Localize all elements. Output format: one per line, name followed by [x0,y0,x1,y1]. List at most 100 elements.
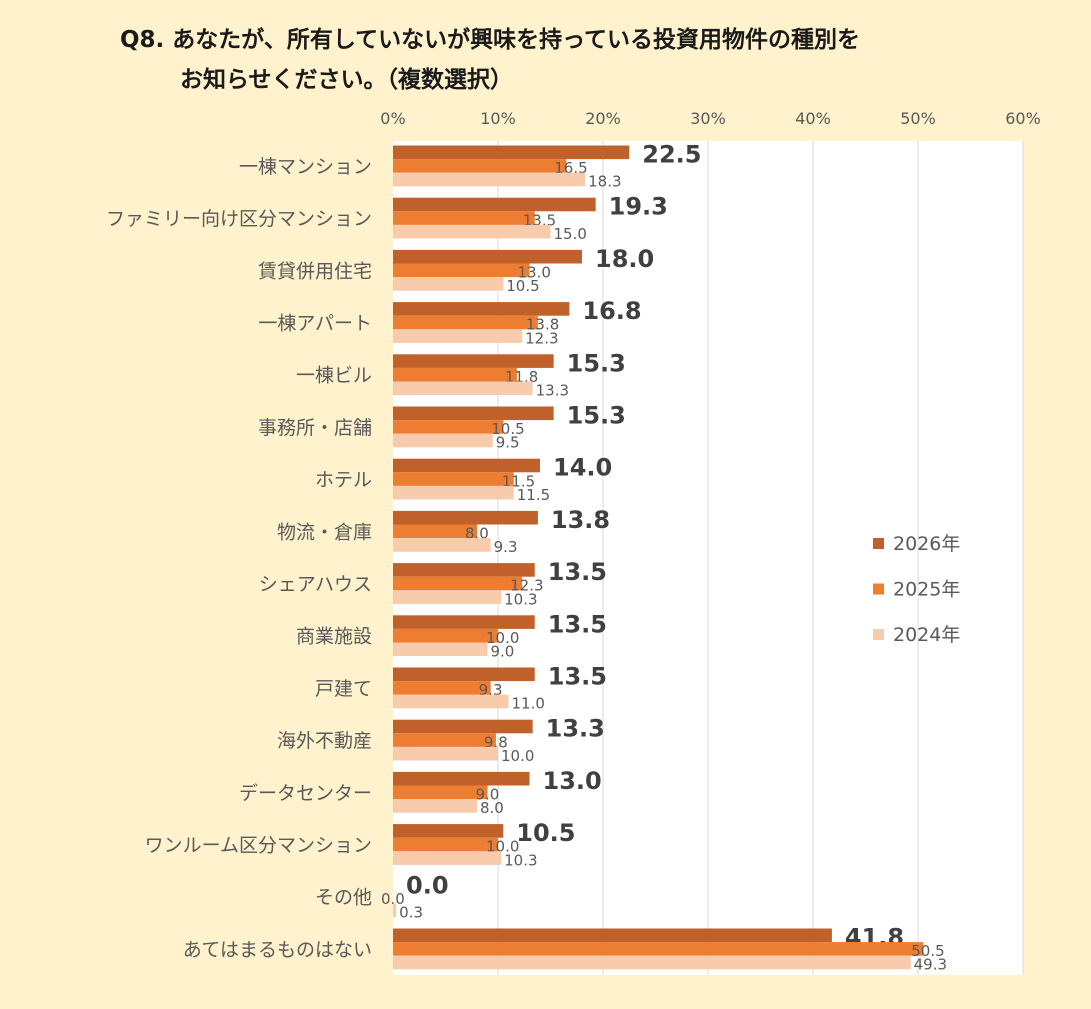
data-label-2025年: 10.0 [486,838,519,856]
category-label: 商業施設 [296,626,372,648]
bar-2026年 [393,510,538,525]
data-label-2025年: 13.8 [526,316,559,334]
bar-2026年 [393,302,570,316]
category-label: 事務所・店舗 [258,417,372,439]
category-label: 一棟アパート [258,313,372,335]
data-label-2026: 13.5 [548,610,607,638]
category-label: あてはまるものはない [183,939,372,961]
bar-2026年 [393,249,582,264]
bar-2026年 [393,563,535,577]
data-label-2024年: 0.3 [399,904,423,922]
bar-2026年 [393,824,504,838]
bar-2024年 [393,485,514,500]
data-label-2024年: 12.3 [525,329,558,347]
data-label-2026: 15.3 [567,402,626,430]
data-label-2026: 13.3 [546,715,605,743]
bar-2025年 [393,837,498,852]
bar-2024年 [393,903,397,918]
bar-2026年 [393,197,596,212]
category-label: ワンルーム区分マンション [145,835,372,857]
data-label-2025年: 12.3 [510,577,543,595]
data-label-2025年: 11.5 [502,472,535,490]
data-label-2025年: 9.3 [479,681,503,699]
x-tick-label: 20% [585,109,621,128]
x-tick-label: 10% [480,109,516,128]
data-label-2024年: 9.3 [494,538,518,556]
category-label: 賃貸併用住宅 [258,260,372,282]
bar-2025年 [393,315,538,330]
bar-2025年 [393,472,514,486]
data-label-2024年: 8.0 [480,799,504,817]
data-label-2025年: 13.0 [518,264,551,282]
bar-2025年 [393,211,535,225]
x-tick-label: 40% [795,109,831,128]
bar-2025年 [393,367,517,382]
bar-2025年 [393,942,924,956]
bar-2024年 [393,694,509,709]
data-label-2024年: 9.0 [491,643,515,661]
category-label: データセンター [239,782,372,804]
x-tick-label: 0% [380,109,405,128]
data-label-2024年: 10.3 [504,590,537,608]
bar-2024年 [393,851,502,865]
category-label: 一棟マンション [239,156,372,178]
category-label: 物流・倉庫 [277,521,372,543]
x-tick-label: 50% [900,109,936,128]
data-label-2025年: 50.5 [911,942,944,960]
bar-2026年 [393,928,832,943]
legend-swatch-2024年 [873,629,884,640]
data-label-2026: 14.0 [553,454,612,482]
data-label-2024年: 9.5 [496,434,520,452]
data-label-2024年: 49.3 [914,956,947,974]
data-label-2024年: 10.5 [506,277,539,295]
data-label-2024年: 15.0 [554,225,587,243]
bar-2025年 [393,628,498,643]
bar-2025年 [393,576,523,591]
category-label: シェアハウス [259,574,372,596]
category-label: 一棟ビル [296,365,372,387]
bar-2026年 [393,145,630,160]
data-label-2025年: 9.8 [484,733,508,751]
bar-2024年 [393,172,586,187]
category-label: ファミリー向け区分マンション [106,208,372,230]
data-label-2026: 16.8 [582,297,641,325]
bar-2024年 [393,381,533,396]
x-tick-label: 60% [1005,109,1041,128]
data-label-2026: 0.0 [406,871,449,899]
data-label-2024年: 10.0 [501,747,534,765]
category-label: 海外不動産 [277,730,372,752]
bar-2024年 [393,955,911,970]
category-label: その他 [315,887,372,909]
bar-2025年 [393,681,491,695]
bar-2026年 [393,615,535,629]
category-label: ホテル [315,469,372,491]
legend-label: 2026年 [893,533,960,555]
data-label-2025年: 8.0 [465,525,489,543]
legend-label: 2025年 [893,579,960,601]
data-label-2026: 13.5 [548,663,607,691]
bar-2024年 [393,538,491,552]
bar-2025年 [393,785,488,800]
data-label-2026: 19.3 [609,193,668,221]
bar-2024年 [393,746,498,761]
data-label-2024年: 18.3 [588,173,621,191]
data-label-2026: 10.5 [516,819,575,847]
bar-2024年 [393,799,477,813]
data-label-2026: 13.8 [551,506,610,534]
bar-2025年 [393,263,530,278]
bar-2025年 [393,733,496,747]
data-label-2024年: 10.3 [504,851,537,869]
chart-title-line-1: Q8. あなたが、所有していないが興味を持っている投資用物件の種別を [120,27,861,53]
bar-2026年 [393,667,535,682]
bar-2026年 [393,354,554,368]
legend-label: 2024年 [893,624,960,646]
data-label-2025年: 16.5 [554,159,587,177]
bar-2026年 [393,771,530,786]
bar-2026年 [393,719,533,734]
data-label-2024年: 11.5 [517,486,550,504]
data-label-2024年: 13.3 [536,382,569,400]
data-label-2025年: 10.0 [486,629,519,647]
bar-2024年 [393,642,488,657]
bar-2026年 [393,458,540,473]
data-label-2026: 18.0 [595,245,654,273]
